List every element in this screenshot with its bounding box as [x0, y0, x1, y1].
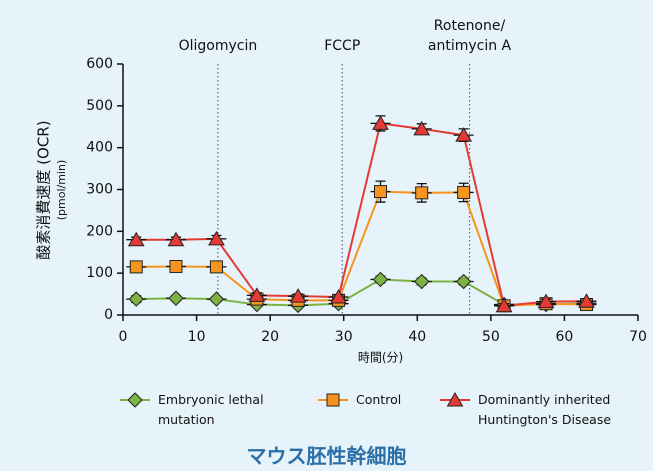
series-line [136, 278, 587, 307]
y-tick-label: 300 [86, 182, 113, 198]
x-tick-label: 40 [408, 329, 426, 345]
marker [208, 230, 225, 246]
y-tick-label: 600 [86, 56, 113, 72]
y-tick-label: 400 [86, 140, 113, 156]
annotation: antimycin A [428, 38, 512, 54]
legend-label: Embryonic lethal mutation [158, 392, 264, 427]
marker [457, 185, 471, 199]
x-axis-label: 時間(分) [358, 351, 403, 365]
marker [169, 259, 183, 273]
x-tick-label: 30 [335, 329, 353, 345]
x-tick-label: 0 [119, 329, 128, 345]
y-tick-label: 500 [86, 98, 113, 114]
marker [128, 291, 144, 307]
annotation: Oligomycin [179, 38, 258, 54]
marker [209, 260, 223, 274]
marker [413, 120, 431, 136]
marker [374, 185, 387, 199]
marker [167, 231, 185, 247]
x-tick-label: 20 [261, 329, 279, 345]
x-tick-label: 10 [188, 329, 206, 345]
y-tick-label: 100 [86, 265, 113, 281]
marker [372, 115, 389, 130]
marker [455, 127, 473, 142]
marker [455, 273, 472, 290]
y-tick-label: 0 [104, 307, 113, 323]
marker [446, 391, 464, 407]
marker [326, 393, 340, 407]
marker [127, 231, 145, 247]
marker [415, 186, 429, 200]
x-tick-label: 60 [556, 329, 574, 345]
marker [289, 288, 307, 303]
y-axis-unit: (pmol/min) [55, 160, 68, 221]
marker [330, 289, 347, 304]
series-line [136, 122, 587, 307]
y-tick-label: 200 [86, 223, 113, 239]
legend-label: Dominantly inherited Huntington's Diseas… [478, 392, 612, 427]
annotation: FCCP [324, 38, 360, 54]
marker [168, 290, 184, 306]
marker [248, 287, 266, 302]
marker [413, 273, 430, 290]
marker [127, 392, 143, 408]
chart-title: マウス胚性幹細胞 [246, 444, 407, 468]
marker [578, 293, 595, 308]
legend-label: Control [356, 392, 402, 407]
x-tick-label: 70 [629, 329, 647, 345]
marker [537, 293, 555, 309]
x-tick-label: 50 [482, 329, 500, 345]
marker [495, 297, 513, 313]
marker [372, 271, 389, 288]
annotation: Rotenone/ [434, 18, 506, 34]
marker [129, 260, 143, 274]
marker [208, 291, 225, 307]
series-line [136, 190, 587, 307]
y-axis-label: 酸素消費速度 (OCR) [35, 120, 53, 259]
